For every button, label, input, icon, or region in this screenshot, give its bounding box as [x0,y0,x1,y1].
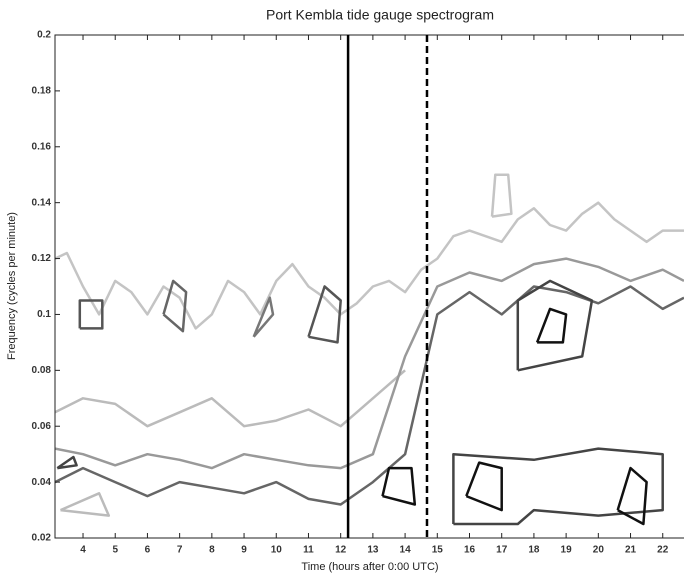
contour-line [78,299,104,330]
y-tick-label: 0.14 [32,197,52,208]
y-tick-label: 0.02 [32,533,52,544]
y-axis-label: Frequency (cycles per minute) [6,212,18,360]
plot-frame [54,34,684,539]
contour-line [452,447,664,526]
x-tick-label: 16 [464,545,476,556]
x-tick-label: 19 [561,545,573,556]
x-tick-label: 22 [657,545,669,556]
contour-line [616,466,648,526]
x-tick-label: 14 [400,545,412,556]
y-tick-label: 0.04 [32,477,52,488]
y-tick-label: 0.2 [37,30,51,41]
x-tick-label: 4 [80,545,86,556]
contour-layer [55,173,684,526]
x-tick-label: 8 [209,545,215,556]
x-tick-label: 18 [528,545,540,556]
contour-line [516,279,594,372]
x-tick-label: 9 [241,545,247,556]
y-tick-label: 0.18 [32,86,52,97]
contour-line [381,466,417,506]
contour-line [60,492,111,517]
x-tick-label: 11 [303,545,314,556]
x-tick-label: 17 [496,545,508,556]
contour-line [55,201,684,330]
contour-line [56,455,78,470]
y-tick-label: 0.12 [32,253,52,264]
x-tick-label: 15 [432,545,444,556]
contour-line [307,285,342,344]
contour-line [55,369,406,428]
y-tick-label: 0.16 [32,141,52,152]
x-tick-label: 12 [335,545,347,556]
contour-line [252,296,275,338]
x-tick-label: 10 [271,545,283,556]
x-tick-label: 21 [625,545,637,556]
contour-line [535,307,568,344]
contour-line [55,257,684,470]
y-tick-label: 0.1 [37,309,51,320]
y-tick-label: 0.06 [32,421,52,432]
contour-line [162,279,188,333]
contour-line [465,461,503,512]
x-tick-label: 5 [112,545,118,556]
x-tick-label: 7 [177,545,183,556]
y-tick-label: 0.08 [32,365,52,376]
x-tick-label: 6 [145,545,151,556]
contour-line [490,173,513,218]
x-tick-label: 13 [367,545,379,556]
x-tick-label: 20 [593,545,605,556]
chart-title: Port Kembla tide gauge spectrogram [266,7,494,23]
x-axis-label: Time (hours after 0:00 UTC) [301,561,438,573]
